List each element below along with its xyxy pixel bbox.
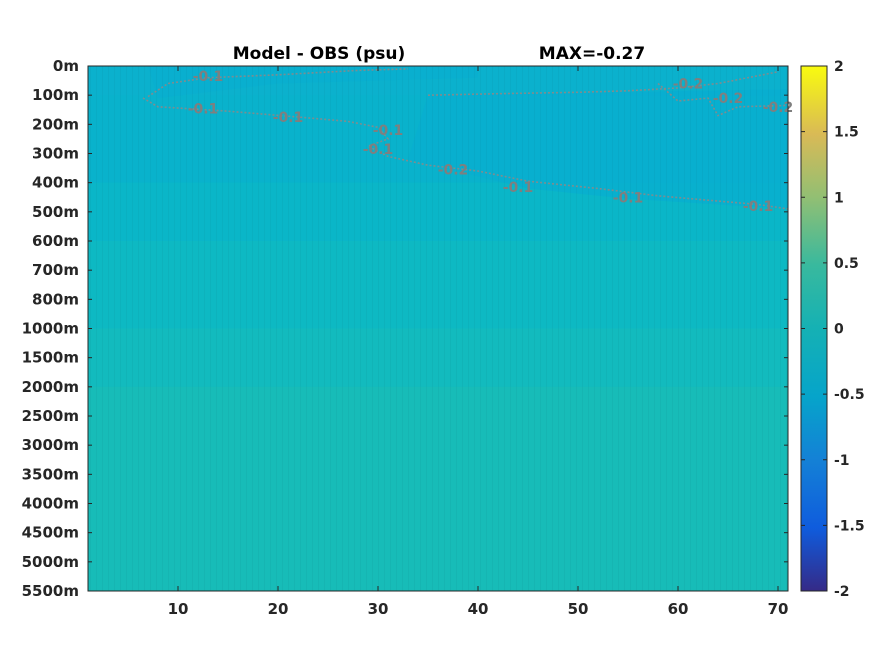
contour-label-7: -0.1 — [613, 190, 644, 206]
contour-lines — [142, 68, 789, 210]
x-tick-label: 30 — [368, 600, 389, 618]
y-tick-label: 1000m — [22, 320, 79, 338]
colorbar-tick-label: -1.5 — [834, 518, 865, 534]
contour-line-2 — [427, 71, 779, 96]
contour-label-1: -0.1 — [188, 101, 219, 117]
contour-labels: -0.1 -0.1 -0.1 -0.1 -0.1 -0.2 -0.1 -0.1 -0.1 -0.2… — [188, 69, 794, 215]
max-label: MAX=-0.27 — [539, 44, 645, 64]
contour-label-0: -0.1 — [193, 69, 224, 85]
colorbar-tick-label: 2 — [834, 59, 844, 75]
colorbar-tick-label: -2 — [834, 584, 850, 600]
contour-label-5: -0.2 — [438, 163, 469, 179]
contour-label-6: -0.1 — [503, 180, 534, 196]
x-tick-label: 40 — [468, 600, 489, 618]
x-tick-label: 70 — [768, 600, 789, 618]
y-axis: 0m 100m 200m 300m 400m 500m 600m 700m 800m 1000m 1… — [22, 57, 788, 600]
y-tick-label: 100m — [32, 86, 79, 104]
x-tick-label: 50 — [568, 600, 589, 618]
colorbar-tick-label: 1 — [834, 190, 844, 206]
colorbar-tick-label: 0.5 — [834, 256, 859, 272]
y-tick-label: 300m — [32, 145, 79, 163]
y-tick-label: 800m — [32, 290, 79, 308]
contour-line-1 — [142, 97, 789, 210]
y-tick-label: 5500m — [22, 582, 79, 600]
y-tick-label: 0m — [53, 57, 79, 75]
colorbar-gradient — [800, 65, 828, 592]
colorbar: 2 1.5 1 0.5 0 -0.5 -1 -1.5 -2 — [800, 59, 865, 600]
colorbar-tick-label: -0.5 — [834, 387, 865, 403]
x-tick-label: 20 — [268, 600, 289, 618]
contour-label-9: -0.2 — [673, 77, 704, 93]
y-tick-label: 5000m — [22, 553, 79, 571]
contour-label-10: -0.2 — [713, 91, 744, 107]
y-tick-label: 3000m — [22, 436, 79, 454]
plot-area: -0.1 -0.1 -0.1 -0.1 -0.1 -0.2 -0.1 -0.1 -0.1 -0.2… — [87, 65, 794, 592]
x-tick-label: 60 — [668, 600, 689, 618]
contour-label-8: -0.1 — [743, 199, 774, 215]
x-axis: 10 20 30 40 50 60 70 — [168, 66, 789, 618]
contour-label-4: -0.1 — [363, 142, 394, 158]
chart-title: Model - OBS (psu) — [233, 44, 406, 64]
y-tick-label: 700m — [32, 261, 79, 279]
contour-label-2: -0.1 — [273, 110, 304, 126]
y-tick-label: 4500m — [22, 524, 79, 542]
y-tick-label: 400m — [32, 174, 79, 192]
y-tick-label: 2000m — [22, 378, 79, 396]
y-tick-label: 4000m — [22, 495, 79, 513]
y-tick-label: 2500m — [22, 407, 79, 425]
y-tick-label: 600m — [32, 232, 79, 250]
y-tick-label: 200m — [32, 115, 79, 133]
colorbar-tick-label: -1 — [834, 453, 850, 469]
contour-label-11: -0.2 — [763, 100, 794, 116]
colorbar-tick-label: 0 — [834, 322, 844, 338]
x-tick-label: 10 — [168, 600, 189, 618]
y-tick-label: 3500m — [22, 465, 79, 483]
y-tick-label: 1500m — [22, 349, 79, 367]
texture-overlay — [88, 66, 788, 591]
y-tick-label: 500m — [32, 203, 79, 221]
contour-label-3: -0.1 — [373, 123, 404, 139]
colorbar-tick-label: 1.5 — [834, 125, 859, 141]
colorbar-ticks: 2 1.5 1 0.5 0 -0.5 -1 -1.5 -2 — [801, 59, 865, 600]
